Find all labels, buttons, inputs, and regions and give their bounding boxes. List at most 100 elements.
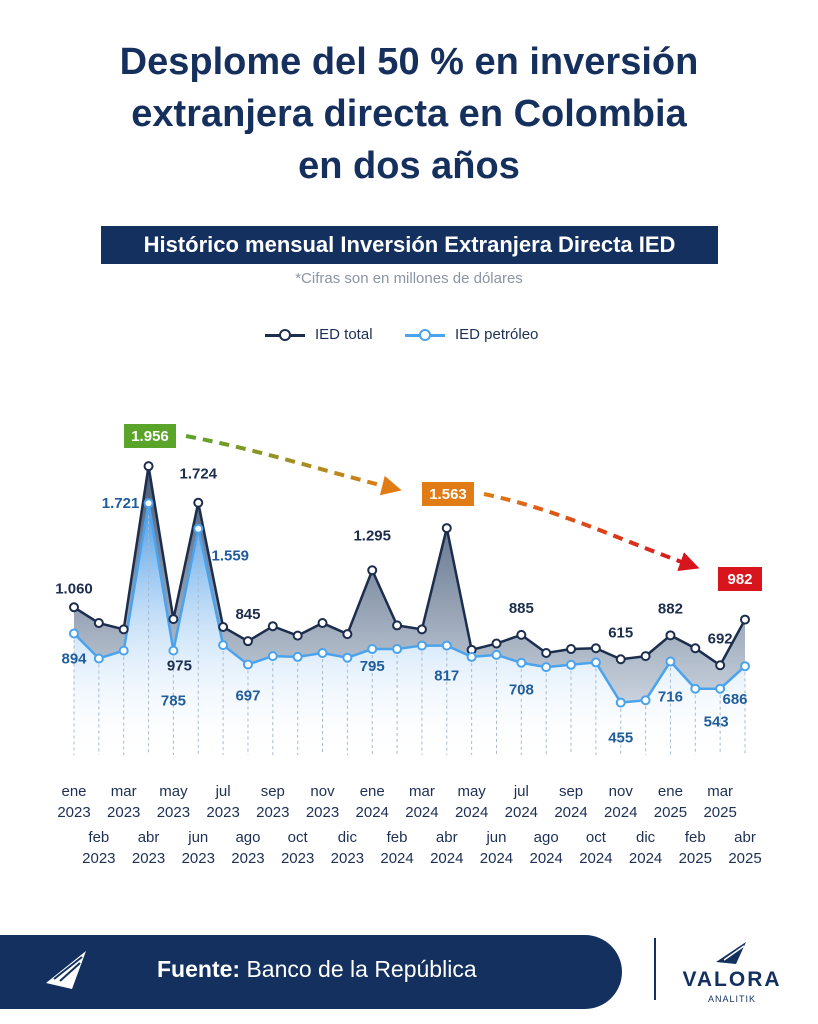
data-point-total [665, 630, 676, 641]
line-chart: 1.060 1.724 845 1.295 885 615 882 692 894 1.721 97… [55, 424, 762, 867]
data-label-petroleo: 708 [509, 682, 534, 699]
data-point-petroleo [466, 651, 477, 662]
x-tick-month: may [457, 783, 486, 800]
data-point-petroleo [118, 645, 129, 656]
data-label-petroleo: 975 [167, 658, 192, 675]
valora-logo-icon [716, 942, 746, 964]
data-point-petroleo [615, 697, 626, 708]
data-point-petroleo [690, 683, 701, 694]
x-tick-year: 2023 [306, 804, 339, 821]
x-tick-year: 2023 [157, 804, 190, 821]
data-point-petroleo [566, 659, 577, 670]
data-point-total [242, 636, 253, 647]
data-point-total [541, 647, 552, 658]
x-tick-month: ene [360, 783, 385, 800]
data-label-petroleo: 697 [235, 687, 260, 704]
data-label-petroleo: 795 [360, 658, 385, 675]
series-line-total [73, 465, 747, 668]
brand-subtitle: ANALITIK [707, 994, 756, 1004]
x-tick-year: 2024 [505, 804, 538, 821]
data-point-total [740, 614, 750, 625]
x-tick-year: 2023 [331, 850, 364, 867]
data-label-total: 1.724 [179, 466, 217, 483]
x-tick-month: feb [685, 829, 706, 846]
x-tick-month: ago [534, 829, 559, 846]
data-point-petroleo [590, 657, 601, 668]
data-point-petroleo [168, 645, 179, 656]
legend-petroleo-label: IED petróleo [455, 326, 539, 343]
x-tick-year: 2024 [604, 804, 637, 821]
data-point-total [69, 602, 79, 613]
data-point-total [590, 643, 601, 654]
data-point-total [367, 565, 378, 576]
source-value: Banco de la República [246, 956, 477, 982]
data-point-petroleo [193, 523, 204, 534]
x-tick-month: ene [61, 783, 86, 800]
data-point-petroleo [317, 647, 328, 658]
x-tick-month: mar [707, 783, 733, 800]
data-label-petroleo: 686 [722, 691, 747, 708]
chart-legend: IED total IED petróleo [0, 326, 818, 350]
data-point-petroleo [715, 683, 726, 694]
data-label-total: 692 [708, 630, 733, 647]
data-label-petroleo: 894 [61, 650, 87, 667]
data-point-petroleo [218, 640, 229, 651]
x-tick-month: sep [559, 783, 583, 800]
trend-arrow-2 [483, 492, 700, 572]
units-note: *Cifras son en millones de dólares [295, 270, 523, 287]
chart-subtitle: Histórico mensual Inversión Extranjera D… [101, 226, 718, 264]
data-label-petroleo: 716 [658, 688, 683, 705]
x-tick-month: mar [111, 783, 137, 800]
data-point-petroleo [516, 657, 527, 668]
data-point-total [566, 644, 577, 655]
data-point-petroleo [665, 656, 676, 667]
data-point-total [218, 621, 229, 632]
data-point-petroleo [740, 661, 750, 672]
x-tick-month: nov [310, 783, 335, 800]
x-tick-year: 2023 [256, 804, 289, 821]
data-point-total [416, 624, 427, 635]
data-point-petroleo [416, 640, 427, 651]
x-tick-month: feb [88, 829, 109, 846]
data-label-petroleo: 543 [704, 714, 729, 731]
data-point-total [615, 654, 626, 665]
x-tick-year: 2025 [728, 850, 761, 867]
x-tick-year: 2025 [703, 804, 736, 821]
data-label-petroleo: 817 [434, 668, 459, 685]
highlight-label: 982 [727, 571, 752, 588]
x-tick-month: sep [261, 783, 285, 800]
x-tick-year: 2025 [654, 804, 687, 821]
x-tick-year: 2024 [579, 850, 612, 867]
source-label: Fuente: [157, 956, 241, 982]
data-point-petroleo [69, 628, 79, 639]
x-tick-month: oct [586, 829, 607, 846]
data-point-total [143, 461, 154, 472]
x-tick-year: 2024 [629, 850, 662, 867]
data-point-petroleo [491, 649, 502, 660]
x-tick-month: may [159, 783, 188, 800]
data-point-total [118, 624, 129, 635]
data-point-total [93, 618, 104, 629]
x-tick-year: 2023 [57, 804, 90, 821]
data-point-petroleo [292, 651, 303, 662]
highlight-badge [422, 482, 474, 506]
trend-arrow-1 [185, 434, 402, 496]
x-tick-month: jun [485, 829, 506, 846]
x-tick-month: oct [288, 829, 309, 846]
data-point-total [193, 497, 204, 508]
data-point-total [168, 614, 179, 625]
data-point-total [715, 660, 726, 671]
data-label-total: 882 [658, 600, 683, 617]
data-point-petroleo [242, 659, 253, 670]
legend-item-petroleo: IED petróleo [405, 326, 538, 343]
highlight-label: 1.956 [131, 428, 169, 445]
data-point-petroleo [367, 644, 378, 655]
x-tick-month: dic [636, 829, 656, 846]
x-tick-year: 2024 [380, 850, 413, 867]
x-tick-month: jun [187, 829, 208, 846]
source-text: Fuente: Banco de la República [157, 956, 477, 983]
title-line-2: extranjera directa en Colombia [131, 93, 687, 135]
area-total [74, 466, 745, 703]
data-point-total [267, 621, 278, 632]
data-point-total [342, 629, 353, 640]
